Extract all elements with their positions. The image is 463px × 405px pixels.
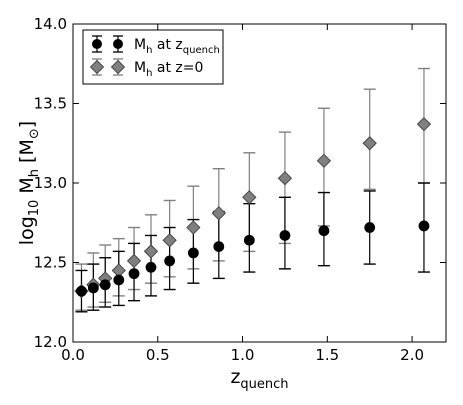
y-axis-label-bracket-open: [M [16,139,38,169]
point-z0-diamond [162,233,177,248]
point-z0-diamond [242,190,257,205]
legend-marker-diamond [110,59,126,75]
y-tick-label: 13.5 [34,95,67,113]
y-tick-label: 14.0 [34,15,67,33]
point-zquench-circle [87,282,99,294]
point-zquench-circle [213,241,225,253]
legend-label-z0: Mh at z=0 [134,60,203,79]
y-axis-label-bracket-sub: ⊙ [27,128,42,139]
legend-marker-circle [113,39,123,49]
y-tick-label: 12.5 [34,254,67,272]
point-zquench-circle [418,220,430,232]
point-zquench-circle [243,234,255,246]
x-tick-label: 2.0 [400,346,424,364]
point-z0-diamond [277,171,293,186]
x-tick-label: 0.0 [61,346,85,364]
x-tick-label: 0.5 [146,346,170,364]
legend: Mh at zquench Mh at z=0 [82,29,224,85]
y-axis-label-prefix: log [16,216,38,245]
point-zquench-circle [164,255,176,267]
point-zquench-circle [128,268,140,280]
point-zquench-circle [187,247,199,259]
error-bars-layer [75,67,430,313]
y-axis-label: log10 Mh [M⊙] [16,121,42,245]
y-axis-label-bracket-close: ] [16,121,38,128]
y-axis-label-main-sub: h [27,169,42,177]
point-z0-diamond [416,117,432,132]
point-z0-diamond [211,206,226,221]
x-axis-label-sub: quench [240,377,288,392]
y-axis-label-prefix-sub: 10 [27,200,42,217]
point-zquench-circle [145,261,157,273]
ticks-layer: 0.0 0.5 1.0 1.5 2.0 12.0 12.5 13.0 13.5 14.0 [34,15,446,364]
point-zquench-circle [279,230,291,241]
x-axis-label-main: z [230,366,240,388]
x-axis-label: zquench [230,366,288,392]
point-z0-diamond [143,244,159,259]
point-z0-diamond [186,220,201,235]
y-tick-label: 12.0 [34,333,67,351]
legend-box [82,29,224,85]
legend-marker-circle [92,39,102,49]
point-zquench-circle [99,279,111,291]
point-zquench-circle [364,222,376,233]
y-tick-label: 13.0 [34,174,67,192]
point-zquench-circle [113,274,125,286]
legend-label-zquench: Mh at zquench [134,37,220,56]
point-z0-diamond [126,253,142,269]
markers-layer [74,117,432,299]
legend-marker-diamond [89,59,105,75]
x-tick-label: 1.5 [315,346,339,364]
point-z0-diamond [362,136,377,151]
x-tick-label: 1.0 [231,346,255,364]
point-zquench-circle [76,285,87,297]
point-z0-diamond [316,153,332,168]
point-zquench-circle [318,225,330,237]
y-axis-label-main: M [16,177,38,199]
